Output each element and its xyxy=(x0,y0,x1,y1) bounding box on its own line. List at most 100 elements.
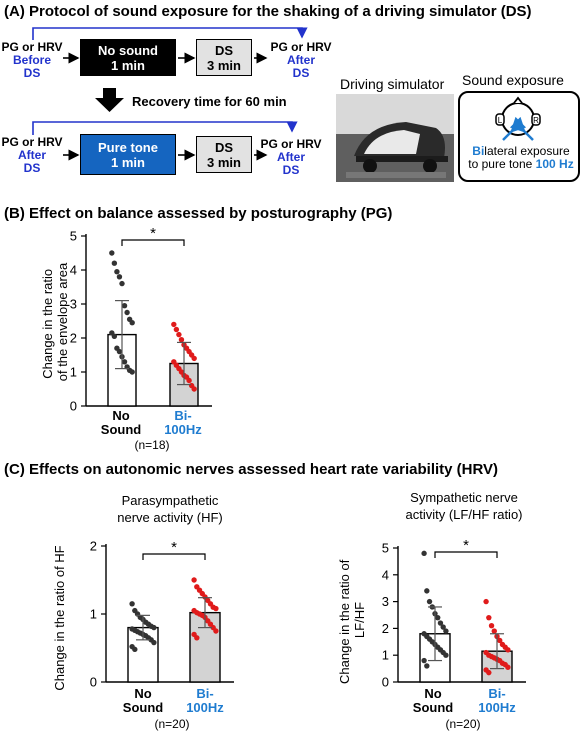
y-tick-label: 2 xyxy=(382,621,389,636)
head-right-letter: R xyxy=(533,116,539,125)
chart-b-ylabel-line1: Change in the ratio of the envelope area xyxy=(40,262,70,381)
y-tick-label: 5 xyxy=(382,541,389,556)
chart-lfhf-n: (n=20) xyxy=(445,717,480,731)
sim-label: Driving simulator xyxy=(340,76,445,92)
chart-hf-cat2-line2: 100Hz xyxy=(186,700,224,715)
significance-bracket xyxy=(121,239,185,246)
data-point xyxy=(437,620,444,626)
data-point xyxy=(151,639,157,646)
data-point xyxy=(121,359,128,365)
y-tick-label: 1 xyxy=(70,365,77,380)
chart-b-cat1-line1: No xyxy=(112,408,129,423)
exposure-bi: Bi xyxy=(472,144,485,158)
data-point xyxy=(186,377,192,384)
section-b-title: (B) Effect on balance assessed by postur… xyxy=(4,205,393,222)
data-point xyxy=(132,646,138,653)
y-tick-label: 2 xyxy=(70,331,77,346)
lfhf-subtitle: Sympathetic nerve activity (LF/HF ratio) xyxy=(384,489,544,523)
row1-post-label: PG or HRV After DS xyxy=(268,41,334,80)
y-tick-label: 2 xyxy=(90,539,97,554)
no-sound-box-line2: 1 min xyxy=(111,57,145,73)
exposure-text: Bilateral exposure to pure tone 100 Hz xyxy=(460,145,582,171)
ds-box-row1: DS 3 min xyxy=(196,39,252,76)
pure-tone-box-line2: 1 min xyxy=(111,154,145,170)
data-point xyxy=(171,321,177,328)
section-c-title: (C) Effects on autonomic nerves assessed… xyxy=(4,461,499,478)
no-sound-box: No sound 1 min xyxy=(80,39,176,76)
row2-blue-bracket xyxy=(32,121,298,135)
ds-box-row1-line2: 3 min xyxy=(207,57,241,73)
row2-post-label: PG or HRV After DS xyxy=(258,138,324,177)
ds-box-row1-line1: DS xyxy=(214,42,234,58)
data-point xyxy=(505,664,511,670)
data-point xyxy=(178,337,185,343)
protocol-arrows xyxy=(32,27,308,161)
exposure-rest: lateral exposure xyxy=(484,144,570,158)
data-point xyxy=(124,309,130,316)
data-point xyxy=(129,369,135,375)
row2-post-line2: After xyxy=(276,150,305,164)
row1-pre-line3: DS xyxy=(23,66,41,80)
recovery-label: Recovery time for 60 min xyxy=(132,94,287,109)
y-tick-label: 3 xyxy=(70,297,77,312)
data-point xyxy=(497,637,503,644)
data-point xyxy=(129,320,135,326)
y-tick-label: 4 xyxy=(70,263,77,278)
data-point xyxy=(424,588,430,594)
chart-lfhf-cat2-line2: 100Hz xyxy=(478,700,516,715)
data-point xyxy=(191,355,197,362)
data-point xyxy=(151,624,157,631)
recovery-arrow xyxy=(95,88,124,112)
significance-star: * xyxy=(171,539,177,556)
ds-box-row2-line1: DS xyxy=(214,139,234,155)
data-point xyxy=(443,628,449,634)
pure-tone-box-line1: Pure tone xyxy=(98,139,158,155)
head-left-letter: L xyxy=(498,116,503,125)
data-point xyxy=(483,598,489,605)
exposure-line2b: 100 Hz xyxy=(535,157,574,171)
chart-lfhf-ylabel: Change in the ratio of LF/HF xyxy=(337,556,367,684)
chart-b-n: (n=18) xyxy=(134,438,169,452)
chart-b-cat2-line1: Bi- xyxy=(174,408,191,423)
data-point xyxy=(116,274,123,280)
data-point xyxy=(129,601,135,607)
pure-tone-box: Pure tone 1 min xyxy=(80,134,176,175)
data-point xyxy=(486,614,492,621)
data-point xyxy=(111,333,118,339)
data-point xyxy=(491,628,497,634)
row2-post-line1: PG or HRV xyxy=(260,137,322,151)
data-point xyxy=(191,577,197,583)
chart-hf-cat1-line1: No xyxy=(134,686,151,701)
row2-pre-line2: After xyxy=(17,148,46,162)
chart-lfhf-cat1-line1: No xyxy=(424,686,441,701)
data-point xyxy=(116,348,123,355)
data-point xyxy=(443,652,449,658)
hf-subtitle-line2: nerve activity (HF) xyxy=(117,510,223,525)
sound-exposure-box: L R Bilateral exposure to pure tone 100 … xyxy=(458,91,580,182)
row1-pre-label: PG or HRV Before DS xyxy=(0,41,64,80)
data-point xyxy=(424,663,430,669)
row2-pre-line3: DS xyxy=(23,161,41,175)
data-point xyxy=(114,269,120,275)
data-point xyxy=(426,598,433,605)
row1-pre-line2: Before xyxy=(12,53,51,67)
significance-star: * xyxy=(150,225,156,242)
y-tick-label: 0 xyxy=(70,399,77,414)
chart-lfhf-cat1-line2: Sound xyxy=(413,700,453,715)
data-point xyxy=(435,614,441,621)
lfhf-subtitle-line1: Sympathetic nerve xyxy=(410,490,518,505)
ds-box-row2: DS 3 min xyxy=(196,136,252,173)
row1-post-line2: After xyxy=(286,53,315,67)
data-point xyxy=(111,260,118,266)
data-point xyxy=(191,386,197,392)
data-point xyxy=(505,647,511,653)
row2-pre-line1: PG or HRV xyxy=(1,135,63,149)
y-tick-label: 0 xyxy=(90,675,97,690)
data-point xyxy=(486,669,492,676)
exposure-line2a: to pure tone xyxy=(468,157,536,171)
head-icon: L R xyxy=(495,96,541,141)
chart-hf-ylabel: Change in the ratio of HF xyxy=(52,545,67,690)
y-tick-label: 1 xyxy=(90,607,97,622)
row2-post-line3: DS xyxy=(282,163,300,177)
